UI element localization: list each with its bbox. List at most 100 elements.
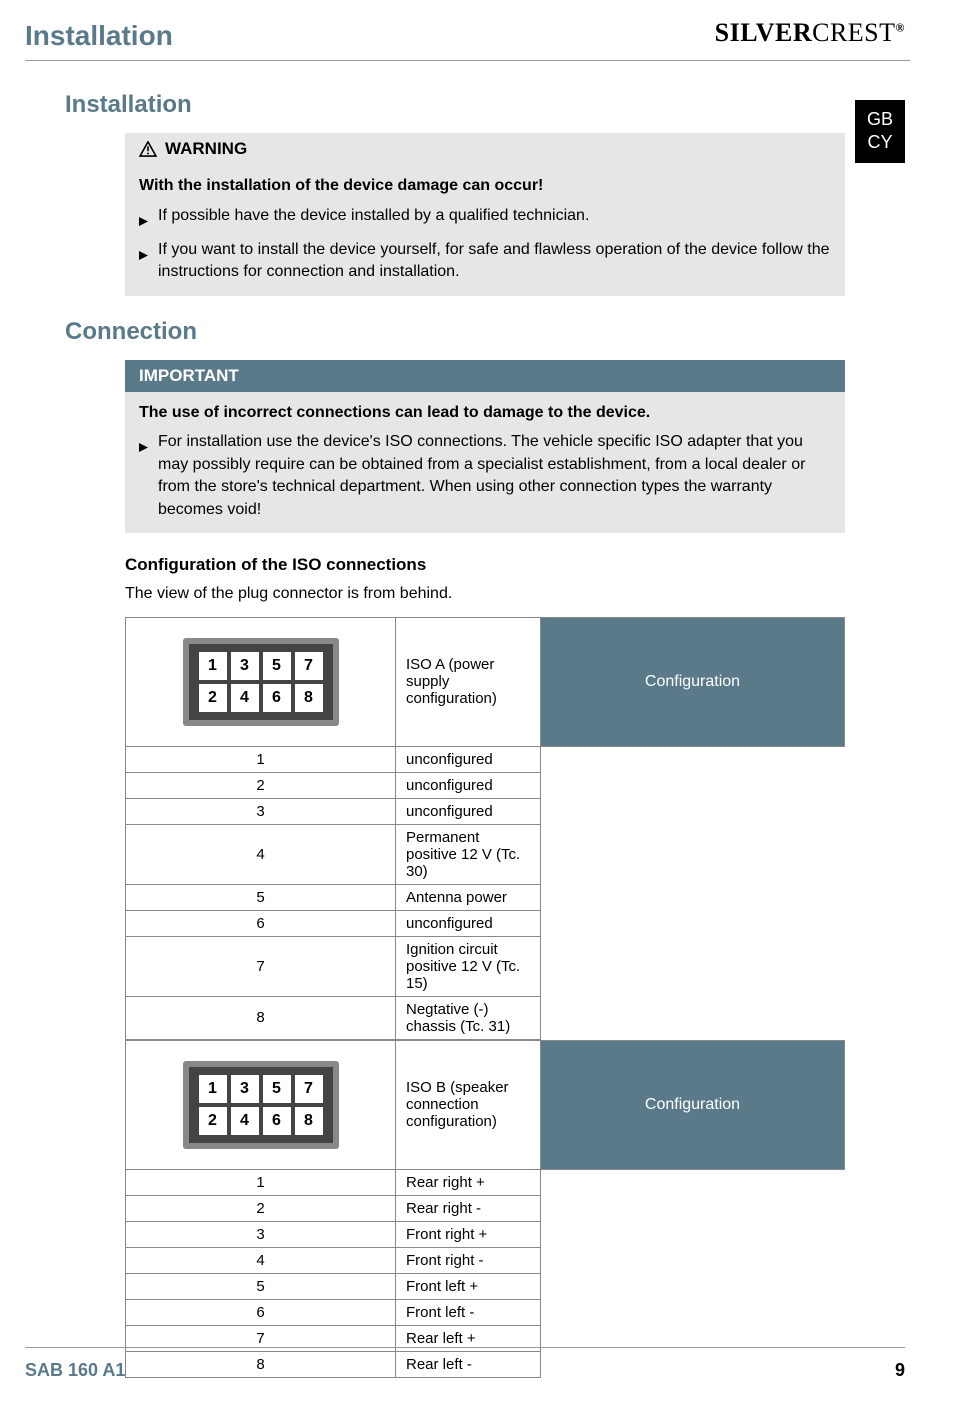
bullet-triangle-icon [139,437,148,459]
iso-a-table: 13572468 ISO A (power supply configurati… [125,617,845,1040]
pin-config: Front left - [396,1299,541,1325]
pin-number: 5 [126,1273,396,1299]
warning-label: WARNING [165,139,247,159]
warning-bullet-2: If you want to install the device yourse… [139,239,831,284]
pin-number: 4 [126,1247,396,1273]
pin-number: 2 [126,1195,396,1221]
table-row: 2Rear right - [126,1195,845,1221]
pin-config: unconfigured [396,772,541,798]
table-row: 4Front right - [126,1247,845,1273]
important-bold-text: The use of incorrect connections can lea… [139,402,831,424]
pin-config: Front right + [396,1221,541,1247]
installation-title: Installation [65,91,910,119]
table-row: 3Front right + [126,1221,845,1247]
iso-b-connector-diagram: 1357 2468 [183,1061,339,1149]
pin-config: Permanent positive 12 V (Tc. 30) [396,824,541,884]
pin-number: 6 [126,1299,396,1325]
connector-pin: 6 [263,1107,291,1135]
brand-logo: SILVERCREST® [715,18,905,48]
warning-bullet-1: If possible have the device installed by… [139,205,831,233]
pin-config: Rear right + [396,1169,541,1195]
warning-triangle-icon [139,141,157,157]
iso-config-note: The view of the plug connector is from b… [125,585,910,603]
pin-number: 1 [126,1169,396,1195]
pin-number: 2 [126,772,396,798]
pin-number: 7 [126,936,396,996]
important-label: IMPORTANT [139,366,239,386]
table-row: 7Ignition circuit positive 12 V (Tc. 15) [126,936,845,996]
pin-number: 3 [126,1221,396,1247]
iso-a-diagram-cell: 1357 2468 [126,617,396,746]
connector-pin: 2 [199,1107,227,1135]
pin-config: unconfigured [396,746,541,772]
important-bullet-1-text: For installation use the device's ISO co… [158,431,831,521]
connector-pin: 8 [295,684,323,712]
warning-bullet-2-text: If you want to install the device yourse… [158,239,831,284]
warning-body: With the installation of the device dama… [125,165,845,296]
important-header: IMPORTANT [125,360,845,392]
connector-pin: 6 [263,684,291,712]
language-badge: GB CY [855,100,905,163]
pin-config: Ignition circuit positive 12 V (Tc. 15) [396,936,541,996]
pin-number: 6 [126,910,396,936]
bullet-triangle-icon [139,211,148,233]
connector-pin: 3 [231,652,259,680]
table-row: 6unconfigured [126,910,845,936]
warning-header: WARNING [125,133,845,165]
iso-a-connector-diagram: 1357 2468 [183,638,339,726]
bullet-triangle-icon [139,245,148,267]
connector-pin: 7 [295,652,323,680]
iso-b-table: 13572468 ISO B (speaker connection confi… [125,1040,845,1378]
pin-number: 1 [126,746,396,772]
iso-tables: 13572468 ISO A (power supply configurati… [125,617,845,1378]
connector-pin: 5 [263,652,291,680]
brand-reg: ® [896,20,905,34]
connector-pin: 7 [295,1075,323,1103]
brand-part1: SILVER [715,18,812,47]
connector-pin: 1 [199,652,227,680]
table-row: 2unconfigured [126,772,845,798]
connector-pin: 3 [231,1075,259,1103]
pin-number: 4 [126,824,396,884]
important-box: IMPORTANT The use of incorrect connectio… [125,360,845,533]
page-footer: SAB 160 A1 9 [25,1347,905,1381]
footer-model: SAB 160 A1 [25,1360,125,1381]
warning-box: WARNING With the installation of the dev… [125,133,845,296]
pin-config: Antenna power [396,884,541,910]
important-body: The use of incorrect connections can lea… [125,392,845,533]
pin-number: 3 [126,798,396,824]
iso-b-diagram-cell: 1357 2468 [126,1040,396,1169]
iso-config-title: Configuration of the ISO connections [125,555,910,575]
table-row: 3unconfigured [126,798,845,824]
table-row: 1Rear right + [126,1169,845,1195]
pin-config: unconfigured [396,910,541,936]
pin-number: 5 [126,884,396,910]
pin-config: unconfigured [396,798,541,824]
iso-b-config-header: Configuration [541,1040,845,1169]
important-bullet-1: For installation use the device's ISO co… [139,431,831,521]
brand-part2: CREST [812,18,895,47]
table-row: 5Antenna power [126,884,845,910]
lang-line2: CY [867,131,893,154]
pin-number: 8 [126,996,396,1039]
iso-a-config-header: Configuration [541,617,845,746]
warning-bullet-1-text: If possible have the device installed by… [158,205,589,227]
connector-pin: 4 [231,1107,259,1135]
table-row: 6Front left - [126,1299,845,1325]
iso-b-label: ISO B (speaker connection configuration) [396,1040,541,1169]
pin-config: Negtative (-) chassis (Tc. 31) [396,996,541,1039]
connector-pin: 2 [199,684,227,712]
iso-a-label: ISO A (power supply configuration) [396,617,541,746]
pin-config: Rear right - [396,1195,541,1221]
footer-page-number: 9 [895,1360,905,1381]
header-divider [25,60,910,61]
pin-config: Front left + [396,1273,541,1299]
connector-pin: 4 [231,684,259,712]
connector-pin: 5 [263,1075,291,1103]
table-row: 4Permanent positive 12 V (Tc. 30) [126,824,845,884]
connector-pin: 1 [199,1075,227,1103]
lang-line1: GB [867,108,893,131]
connection-title: Connection [65,318,910,346]
table-row: 5Front left + [126,1273,845,1299]
connector-pin: 8 [295,1107,323,1135]
